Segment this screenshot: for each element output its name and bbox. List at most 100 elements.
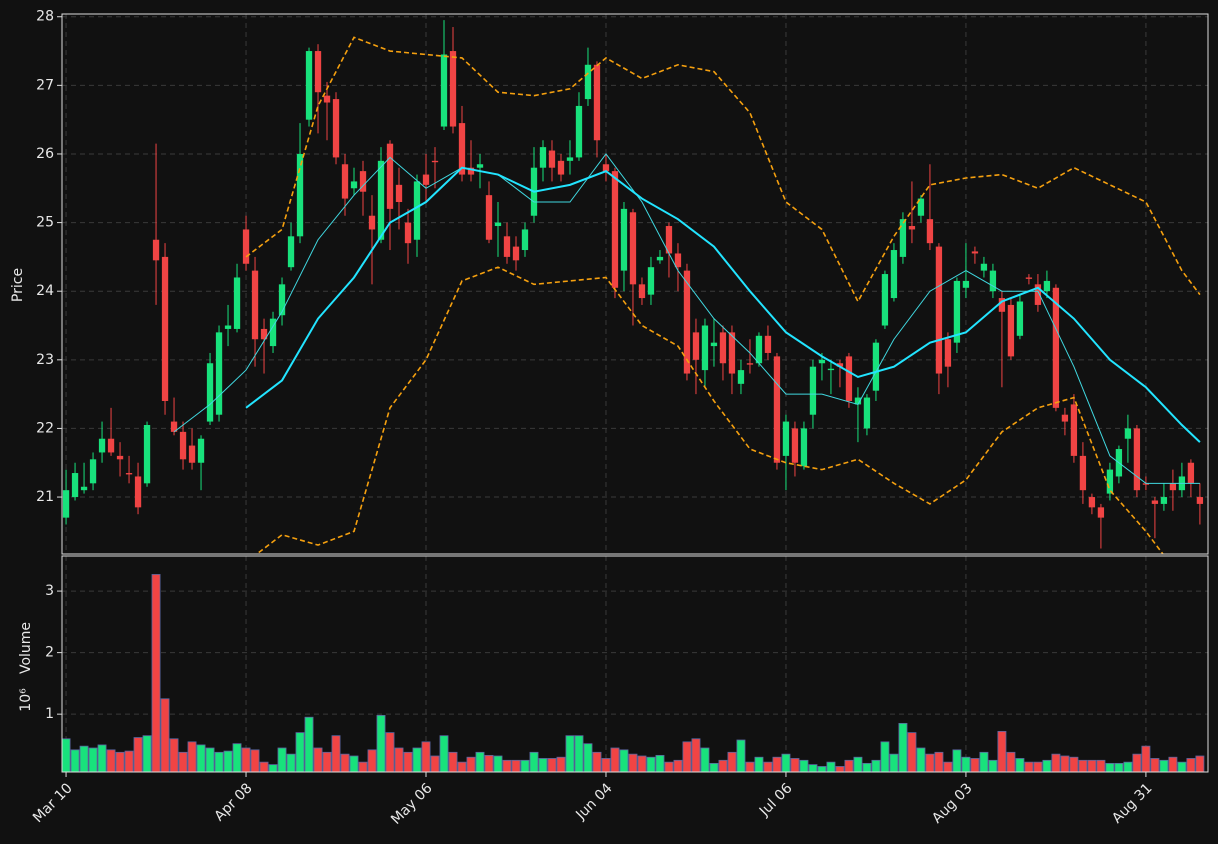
candle-body: [350, 181, 358, 189]
indicator-line: [255, 266, 1164, 554]
volume-bar: [826, 761, 836, 772]
volume-bar: [394, 747, 404, 772]
volume-bar: [295, 732, 305, 772]
volume-bar: [502, 759, 512, 772]
y-tick-label: 27: [36, 77, 54, 93]
candle-body: [179, 431, 187, 460]
candle-body: [764, 335, 772, 353]
volume-bar: [376, 714, 386, 772]
candle-body: [1052, 287, 1060, 408]
candle-body: [422, 174, 430, 185]
volume-bar: [79, 745, 89, 772]
volume-bar: [133, 737, 143, 772]
volume-bar: [1132, 753, 1142, 772]
volume-bar: [853, 756, 863, 772]
candle-body: [692, 332, 700, 360]
candle-body: [539, 147, 547, 168]
volume-bar: [736, 739, 746, 772]
candle-body: [872, 342, 880, 391]
y-tick-label: 25: [36, 215, 54, 231]
volume-bar: [907, 732, 917, 772]
indicator-line: [245, 36, 1201, 304]
volume-bar: [1141, 745, 1151, 772]
volume-frame: [61, 555, 1209, 773]
volume-bar: [97, 744, 107, 772]
candle-body: [557, 160, 565, 175]
volume-bar: [952, 749, 962, 772]
volume-bar: [304, 716, 314, 772]
candle-body: [575, 105, 583, 158]
candle-body: [827, 368, 835, 371]
candle-body: [1169, 483, 1177, 491]
volume-bar: [223, 750, 233, 772]
candle-body: [908, 226, 916, 230]
volume-bar: [673, 759, 683, 772]
volume-bar: [439, 735, 449, 772]
candle-body: [395, 184, 403, 203]
volume-bar: [1051, 753, 1061, 772]
volume-bar: [682, 741, 692, 772]
candle-body: [1007, 304, 1015, 357]
volume-bar: [844, 759, 854, 772]
volume-bar: [493, 755, 503, 772]
volume-bar: [106, 749, 116, 772]
volume-bar: [772, 756, 782, 772]
candle-body: [206, 363, 214, 422]
candle-body: [548, 150, 556, 168]
candle-body: [647, 267, 655, 295]
candle-body: [476, 164, 484, 168]
candle-body: [881, 274, 889, 326]
volume-bar: [331, 735, 341, 772]
candle-body: [638, 284, 646, 299]
candle-body: [404, 222, 412, 244]
volume-bar: [628, 753, 638, 772]
candle-body: [107, 438, 115, 453]
volume-bar: [313, 747, 323, 772]
candle-body: [773, 356, 781, 463]
volume-bar: [1159, 759, 1169, 772]
y-tick-label: 2: [45, 645, 54, 661]
volume-bar: [196, 744, 206, 772]
x-tick-label: Aug 03: [929, 780, 975, 826]
volume-bar: [763, 761, 773, 772]
candle-body: [989, 270, 997, 292]
candle-body: [323, 95, 331, 103]
volume-bar: [214, 751, 224, 772]
candle-body: [782, 421, 790, 456]
volume-bar: [754, 756, 764, 772]
volume-bar: [178, 751, 188, 772]
volume-bar: [1177, 761, 1187, 772]
volume-bar: [691, 738, 701, 772]
volume-bar: [277, 747, 287, 772]
candle-body: [287, 236, 295, 268]
volume-bar: [727, 751, 737, 772]
volume-bar: [799, 759, 809, 772]
candle-body: [197, 438, 205, 463]
volume-bar: [1033, 761, 1043, 772]
candle-body: [143, 425, 151, 484]
x-tick-label: Mar 10: [30, 780, 76, 826]
candle-body: [755, 335, 763, 364]
candle-body: [890, 250, 898, 299]
volume-bar: [1186, 758, 1196, 772]
candle-body: [674, 253, 682, 268]
volume-bar: [1096, 759, 1106, 772]
y-tick-label: 23: [36, 352, 54, 368]
volume-bar: [664, 761, 674, 772]
candle-body: [359, 171, 367, 192]
volume-bar: [961, 756, 971, 772]
volume-bar: [556, 756, 566, 772]
candle-body: [746, 363, 754, 365]
volume-bar: [880, 741, 890, 772]
candle-body: [377, 160, 385, 240]
volume-bar: [637, 755, 647, 772]
bars: [62, 574, 1205, 772]
candle-body: [116, 455, 124, 460]
candle-body: [971, 251, 979, 254]
candle-body: [269, 318, 277, 347]
candle-body: [1151, 500, 1159, 504]
candle-body: [737, 370, 745, 384]
volume-panel: [62, 556, 1208, 772]
candle-body: [80, 486, 88, 491]
volume-bar: [385, 732, 395, 772]
